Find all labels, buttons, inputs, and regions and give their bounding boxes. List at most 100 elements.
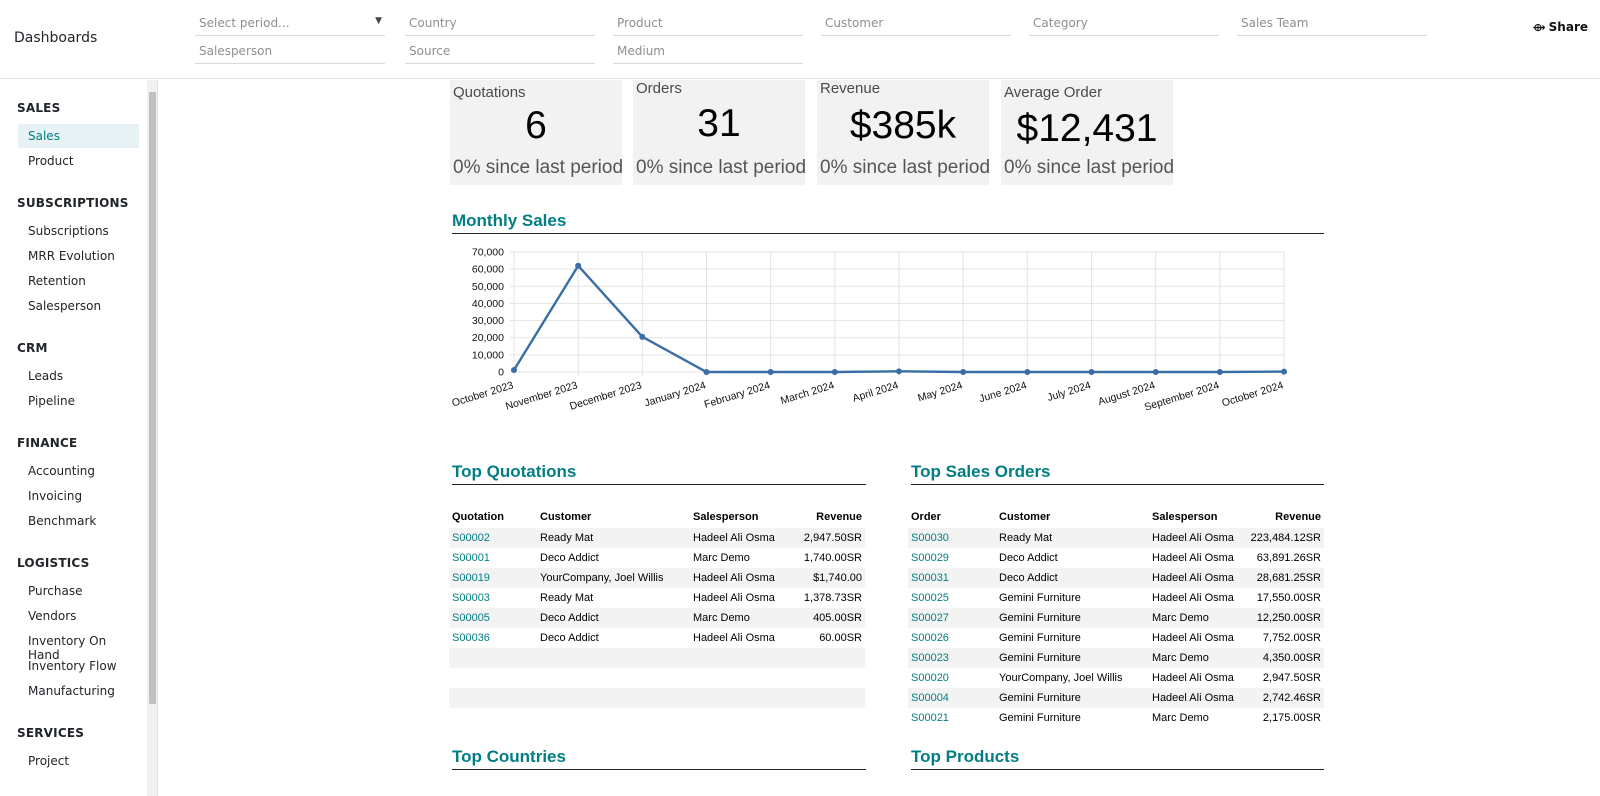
- sidebar-item-vendors[interactable]: Vendors: [28, 609, 77, 623]
- sidebar-item-inventory-flow[interactable]: Inventory Flow: [28, 659, 117, 673]
- cell-reference[interactable]: S00036: [452, 632, 490, 644]
- x-tick-label: November 2023: [504, 379, 579, 412]
- table-row[interactable]: S00027 Gemini Furniture Marc Demo 12,250.00…: [908, 608, 1324, 628]
- cell-reference[interactable]: S00005: [449, 608, 537, 628]
- cell-reference[interactable]: S00023: [908, 648, 996, 668]
- cell-revenue: 12,250.00SR: [1245, 608, 1324, 628]
- kpi-value: $385k: [849, 104, 957, 147]
- cell-customer: Gemini Furniture: [999, 712, 1081, 724]
- sidebar-item-salesperson[interactable]: Salesperson: [28, 299, 102, 313]
- cell-reference[interactable]: S00002: [449, 528, 537, 548]
- share-label: Share: [1548, 20, 1588, 34]
- table-row[interactable]: S00003 Ready Mat Hadeel Ali Osma 1,378.73SR: [449, 588, 865, 608]
- table-row[interactable]: S00023 Gemini Furniture Marc Demo 4,350.00S…: [908, 648, 1324, 668]
- sidebar-item-subscriptions[interactable]: Subscriptions: [28, 224, 109, 238]
- x-tick-label: March 2024: [779, 379, 836, 407]
- col-order: Order: [911, 511, 941, 523]
- table-row[interactable]: S00001 Deco Addict Marc Demo 1,740.00SR: [449, 548, 865, 568]
- sidebar-item-leads[interactable]: Leads: [28, 369, 64, 383]
- sidebar-item-sales[interactable]: Sales: [18, 124, 139, 148]
- kpi-value: 31: [697, 102, 741, 145]
- chart-point: [896, 368, 902, 375]
- col-quotation: Quotation: [452, 511, 504, 523]
- cell-customer: Ready Mat: [537, 528, 690, 548]
- col-salesperson: Salesperson: [693, 511, 759, 523]
- chart-point: [1216, 369, 1223, 375]
- sidebar-item-project[interactable]: Project: [28, 754, 70, 768]
- cell-salesperson: Marc Demo: [1149, 608, 1245, 628]
- cell-reference[interactable]: S00029: [911, 552, 949, 564]
- kpi-label: Quotations: [453, 84, 526, 101]
- sidebar-item-invoicing[interactable]: Invoicing: [28, 489, 83, 503]
- product-filter[interactable]: Product: [613, 14, 803, 36]
- cell-reference[interactable]: S00025: [911, 592, 949, 604]
- table-row[interactable]: S00026 Gemini Furniture Hadeel Ali Osma 7,7…: [908, 628, 1324, 648]
- sidebar-item-mrr-evolution[interactable]: MRR Evolution: [28, 249, 115, 263]
- cell-salesperson: Marc Demo: [1149, 648, 1245, 668]
- share-button[interactable]: ⟴ Share: [1533, 20, 1588, 34]
- cell-reference[interactable]: S00019: [449, 568, 537, 588]
- cell-reference[interactable]: S00004: [908, 688, 996, 708]
- salesperson-filter[interactable]: Salesperson: [195, 42, 385, 64]
- kpi-average-order: Average Order $12,431 0% since last peri…: [1001, 80, 1174, 185]
- cell-reference[interactable]: S00003: [452, 592, 490, 604]
- cell-reference[interactable]: S00031: [908, 568, 996, 588]
- cell-reference[interactable]: S00001: [452, 552, 490, 564]
- table-row[interactable]: S00029 Deco Addict Hadeel Ali Osma 63,891.2…: [908, 548, 1324, 568]
- table-row[interactable]: S00019 YourCompany, Joel Willis Hadeel Ali…: [449, 568, 865, 588]
- table-row: [449, 688, 865, 708]
- sidebar-scrollbar[interactable]: [147, 80, 157, 796]
- cell-reference[interactable]: S00027: [908, 608, 996, 628]
- cell-salesperson: Hadeel Ali Osma: [690, 528, 792, 548]
- cell-revenue: [792, 708, 865, 728]
- cell-customer: Ready Mat: [996, 528, 1149, 548]
- table-row[interactable]: S00031 Deco Addict Hadeel Ali Osma 28,681.2…: [908, 568, 1324, 588]
- table-row[interactable]: S00005 Deco Addict Marc Demo 405.00SR: [449, 608, 865, 628]
- sidebar-item-manufacturing[interactable]: Manufacturing: [28, 684, 115, 698]
- cell-customer: Gemini Furniture: [999, 632, 1081, 644]
- table-row[interactable]: S00025 Gemini Furniture Hadeel Ali Osma 17,…: [908, 588, 1324, 608]
- cell-revenue: 2,175.00SR: [1262, 712, 1321, 724]
- cell-reference: [449, 668, 537, 688]
- sidebar-item-purchase[interactable]: Purchase: [28, 584, 83, 598]
- cell-reference[interactable]: S00030: [908, 528, 996, 548]
- period-select[interactable]: Select period... ▼: [195, 14, 385, 36]
- table-row[interactable]: S00021 Gemini Furniture Marc Demo 2,175.00S…: [908, 708, 1324, 728]
- sidebar-item-product[interactable]: Product: [28, 154, 74, 168]
- cell-customer: Deco Addict: [537, 608, 690, 628]
- monthly-sales-heading: Monthly Sales: [452, 211, 1324, 234]
- cell-reference[interactable]: S00021: [911, 712, 949, 724]
- sales-team-filter[interactable]: Sales Team: [1237, 14, 1427, 36]
- sidebar-item-benchmark[interactable]: Benchmark: [28, 514, 97, 528]
- cell-customer: Ready Mat: [540, 592, 594, 604]
- source-filter[interactable]: Source: [405, 42, 595, 64]
- table-row[interactable]: S00002 Ready Mat Hadeel Ali Osma 2,947.50SR: [449, 528, 865, 548]
- cell-salesperson: Hadeel Ali Osma: [1149, 528, 1245, 548]
- sidebar-scroll-thumb[interactable]: [149, 92, 156, 704]
- top-quotations-table: Quotation Customer Salesperson Revenue S…: [449, 506, 865, 728]
- customer-filter[interactable]: Customer: [821, 14, 1011, 36]
- cell-revenue: 4,350.00SR: [1245, 648, 1324, 668]
- sidebar-item-pipeline[interactable]: Pipeline: [28, 394, 75, 408]
- chart-grid: [510, 251, 1285, 376]
- cell-reference[interactable]: S00020: [911, 672, 949, 684]
- category-filter[interactable]: Category: [1029, 14, 1219, 36]
- kpi-change: 0% since last period: [820, 157, 991, 178]
- table-row[interactable]: S00030 Ready Mat Hadeel Ali Osma 223,484.12…: [908, 528, 1324, 548]
- table-row: [449, 648, 865, 668]
- chart-point: [1281, 368, 1287, 375]
- cell-revenue: 1,378.73SR: [803, 592, 862, 604]
- cell-reference[interactable]: S00026: [911, 632, 949, 644]
- table-row[interactable]: S00004 Gemini Furniture Hadeel Ali Osma 2,7…: [908, 688, 1324, 708]
- country-filter[interactable]: Country: [405, 14, 595, 36]
- cell-customer: Gemini Furniture: [996, 688, 1149, 708]
- table-row[interactable]: S00036 Deco Addict Hadeel Ali Osma 60.00SR: [449, 628, 865, 648]
- sidebar-section-sales: SALES: [17, 101, 61, 115]
- table-row[interactable]: S00020 YourCompany, Joel Willis Hadeel Ali…: [908, 668, 1324, 688]
- sidebar-item-retention[interactable]: Retention: [28, 274, 86, 288]
- sidebar-item-inventory-on-hand[interactable]: Inventory On Hand: [28, 634, 107, 662]
- cell-revenue: [792, 668, 865, 688]
- sidebar-item-accounting[interactable]: Accounting: [28, 464, 96, 478]
- cell-revenue: 7,752.00SR: [1262, 632, 1321, 644]
- medium-filter[interactable]: Medium: [613, 42, 803, 64]
